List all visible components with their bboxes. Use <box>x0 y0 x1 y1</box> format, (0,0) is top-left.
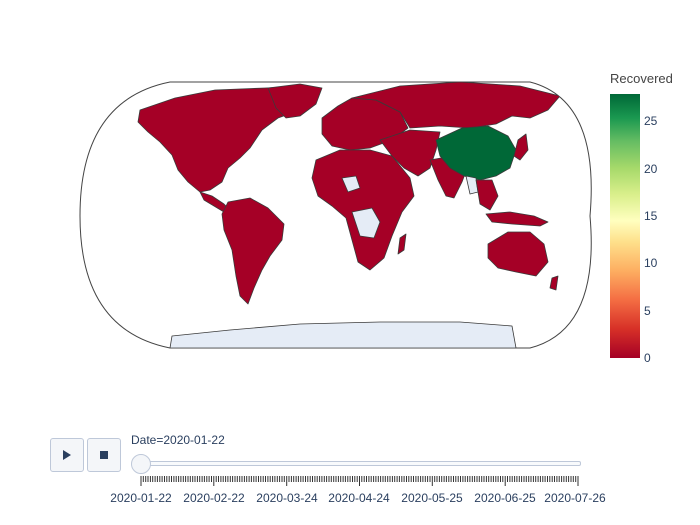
madagascar[interactable] <box>397 233 407 255</box>
date-slider-handle[interactable] <box>131 454 151 474</box>
slider-ticks <box>140 476 579 486</box>
russia[interactable] <box>351 82 561 129</box>
colorbar-tick: 15 <box>644 209 658 223</box>
africa-no-data-north[interactable] <box>341 175 361 193</box>
china-highlighted[interactable] <box>435 125 517 181</box>
play-icon <box>63 450 71 460</box>
date-slider-track[interactable] <box>132 461 581 466</box>
slider-tick-label: 2020-07-26 <box>544 491 606 505</box>
colorbar-tick: 0 <box>644 351 651 365</box>
south-america[interactable] <box>221 197 285 305</box>
antarctica-no-data[interactable] <box>169 321 517 348</box>
japan[interactable] <box>513 133 529 161</box>
africa-no-data-central[interactable] <box>351 207 381 239</box>
slider-tick-label: 2020-02-22 <box>183 491 245 505</box>
colorbar-tick: 25 <box>644 114 658 128</box>
slider-tick-label: 2020-03-24 <box>256 491 318 505</box>
slider-tick-label: 2020-06-25 <box>474 491 536 505</box>
colorbar-tick: 5 <box>644 304 651 318</box>
colorbar-tick: 10 <box>644 256 658 270</box>
indonesia[interactable] <box>485 211 549 227</box>
middle-east[interactable] <box>379 129 441 177</box>
southeast-asia[interactable] <box>475 179 499 211</box>
colorbar-gradient <box>610 94 640 358</box>
slider-current-value: Date=2020-01-22 <box>131 433 225 447</box>
stop-icon <box>100 451 108 459</box>
australia[interactable] <box>487 231 549 277</box>
play-button[interactable] <box>50 438 84 472</box>
slider-tick-label: 2020-01-22 <box>110 491 172 505</box>
colorbar-tick: 20 <box>644 162 658 176</box>
slider-tick-label: 2020-04-24 <box>328 491 390 505</box>
greenland[interactable] <box>267 83 323 119</box>
stop-button[interactable] <box>87 438 121 472</box>
slider-tick-label: 2020-05-25 <box>401 491 463 505</box>
colorbar-title: Recovered <box>610 71 673 86</box>
new-zealand[interactable] <box>549 275 559 291</box>
